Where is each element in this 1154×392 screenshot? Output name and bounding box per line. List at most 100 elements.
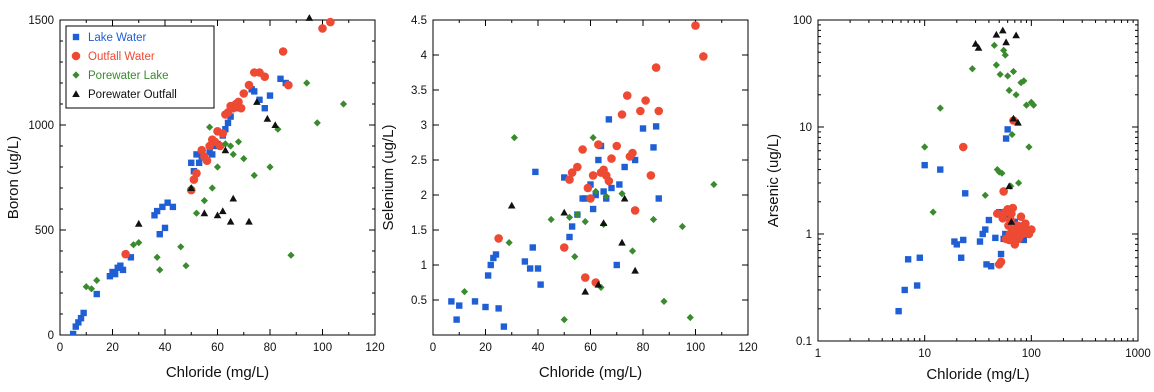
data-point bbox=[1021, 219, 1030, 228]
data-point bbox=[586, 194, 595, 203]
data-point bbox=[960, 236, 967, 244]
series-outfall-water bbox=[121, 17, 335, 259]
data-point bbox=[573, 211, 581, 219]
data-point bbox=[87, 285, 96, 293]
data-point bbox=[996, 257, 1006, 267]
data-point bbox=[566, 233, 573, 241]
data-point bbox=[895, 307, 902, 315]
data-point bbox=[193, 151, 200, 158]
data-point bbox=[651, 63, 661, 72]
data-point bbox=[604, 176, 614, 186]
data-point bbox=[580, 273, 590, 282]
data-point bbox=[1004, 72, 1012, 80]
data-point bbox=[153, 253, 161, 261]
data-point bbox=[636, 106, 645, 116]
data-point bbox=[245, 217, 253, 225]
data-point bbox=[188, 159, 195, 166]
data-point bbox=[156, 266, 164, 274]
data-point bbox=[654, 106, 664, 116]
series-outfall-water bbox=[958, 116, 1036, 269]
data-point bbox=[901, 286, 908, 294]
data-point bbox=[271, 121, 280, 128]
data-point bbox=[1005, 182, 1013, 190]
data-point bbox=[628, 247, 637, 255]
y-axis-label: Arsenic (ug/L) bbox=[765, 134, 782, 227]
y-tick-label: 1.5 bbox=[411, 225, 427, 237]
legend-label: Porewater Outfall bbox=[88, 89, 177, 101]
data-point bbox=[571, 253, 579, 261]
data-point bbox=[192, 209, 201, 217]
legend-marker bbox=[72, 90, 80, 97]
data-point bbox=[1016, 212, 1026, 222]
data-point bbox=[568, 223, 576, 230]
data-point bbox=[997, 250, 1005, 258]
data-point bbox=[1004, 126, 1011, 133]
data-points bbox=[69, 14, 348, 335]
data-point bbox=[453, 316, 460, 323]
legend-marker bbox=[72, 33, 80, 41]
data-point bbox=[982, 226, 989, 233]
data-point bbox=[221, 146, 230, 154]
x-tick-label: 100 bbox=[686, 342, 705, 354]
data-point bbox=[641, 96, 650, 105]
data-point bbox=[226, 217, 235, 225]
y-tick-label: 4.5 bbox=[411, 15, 427, 27]
data-point bbox=[957, 254, 965, 261]
data-point bbox=[1020, 236, 1028, 244]
data-point bbox=[206, 123, 214, 131]
data-point bbox=[992, 61, 1000, 69]
series-porewater-lake bbox=[460, 134, 718, 324]
data-point bbox=[595, 156, 602, 164]
data-point bbox=[151, 212, 158, 219]
series-lake-water bbox=[448, 116, 662, 330]
data-point bbox=[266, 92, 274, 99]
series-porewater-outfall bbox=[971, 26, 1022, 225]
x-tick-label: 20 bbox=[479, 342, 492, 354]
data-point bbox=[521, 258, 529, 265]
data-point bbox=[260, 72, 270, 81]
data-point bbox=[490, 254, 497, 262]
data-point bbox=[93, 276, 101, 284]
data-point bbox=[209, 151, 216, 158]
y-tick-label: 4 bbox=[421, 50, 428, 62]
data-point bbox=[278, 47, 288, 56]
legend-label: Lake Water bbox=[88, 32, 147, 44]
data-point bbox=[618, 190, 626, 198]
data-point bbox=[990, 41, 998, 49]
y-tick-label: 0 bbox=[48, 330, 54, 342]
series-porewater-lake bbox=[82, 79, 348, 293]
data-point bbox=[313, 119, 321, 127]
data-point bbox=[981, 191, 989, 199]
data-point bbox=[612, 141, 622, 151]
data-point bbox=[660, 297, 668, 305]
data-point bbox=[921, 161, 928, 169]
y-tick-label: 0.1 bbox=[796, 336, 812, 348]
data-point bbox=[471, 298, 479, 305]
data-point bbox=[936, 104, 944, 112]
data-point bbox=[494, 234, 503, 243]
data-point bbox=[561, 174, 568, 181]
data-point bbox=[710, 180, 718, 189]
data-point bbox=[560, 208, 569, 216]
y-tick-label: 1 bbox=[806, 229, 812, 241]
data-point bbox=[129, 241, 138, 249]
y-axis-label: Boron (ug/L) bbox=[5, 136, 22, 219]
data-point bbox=[622, 91, 632, 100]
data-point bbox=[1012, 31, 1020, 39]
data-point bbox=[639, 125, 647, 132]
data-point bbox=[213, 211, 222, 219]
data-point bbox=[448, 298, 455, 305]
data-point bbox=[482, 303, 489, 311]
data-point bbox=[1014, 118, 1022, 126]
y-tick-label: 2 bbox=[421, 190, 427, 202]
data-point bbox=[532, 168, 539, 176]
y-tick-label: 2.5 bbox=[411, 155, 427, 167]
data-point bbox=[169, 203, 177, 211]
data-point bbox=[111, 270, 119, 278]
data-point bbox=[937, 166, 944, 173]
data-point bbox=[82, 283, 90, 291]
x-tick-label: 80 bbox=[637, 342, 650, 354]
data-point bbox=[218, 129, 228, 138]
data-point bbox=[303, 79, 311, 87]
